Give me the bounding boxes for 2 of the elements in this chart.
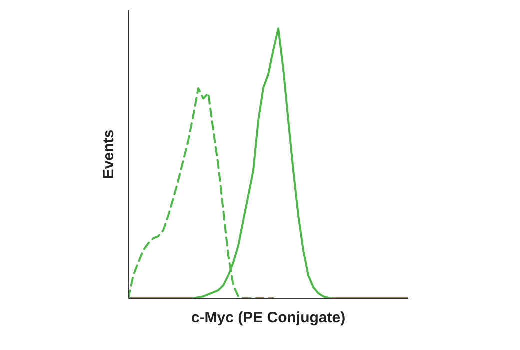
x-axis-title: c-Myc (PE Conjugate): [191, 310, 346, 326]
y-axis-title: Events: [100, 130, 118, 180]
